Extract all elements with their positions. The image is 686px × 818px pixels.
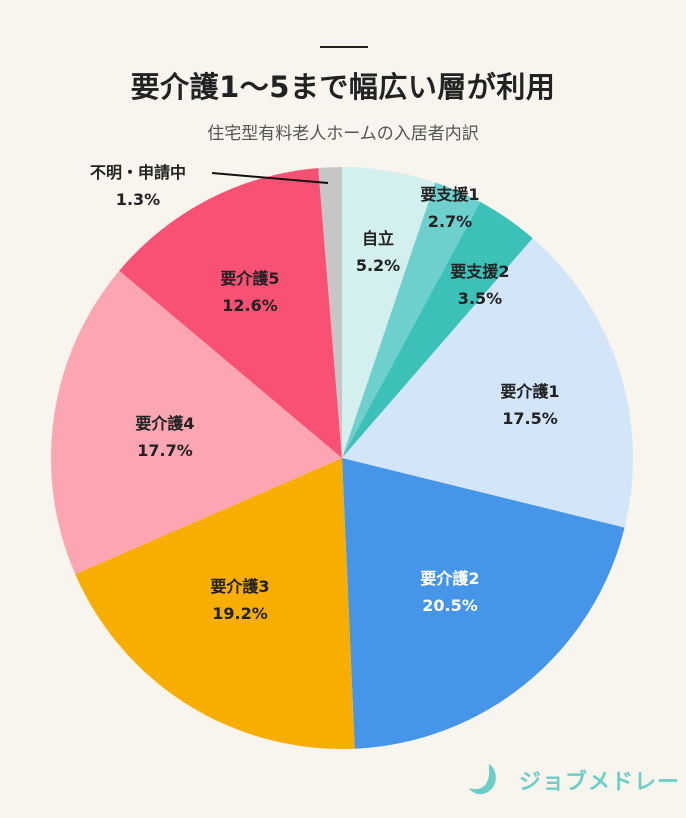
slice-value: 5.2% <box>355 256 401 275</box>
title-rule <box>320 46 368 48</box>
slice-value: 20.5% <box>422 596 478 615</box>
brand-logo: ジョブメドレー <box>465 760 680 800</box>
slice-label-8: 要介護5 12.6% <box>220 265 279 319</box>
slice-name: 要介護3 <box>210 577 270 596</box>
pie-slice-2 <box>342 182 481 458</box>
slice-name: 要介護2 <box>420 569 480 588</box>
slice-label-7: 要介護4 17.7% <box>135 410 194 464</box>
pie-slice-8 <box>119 167 343 458</box>
slice-name: 不明・申請中 <box>89 163 187 182</box>
pie-slice-1 <box>342 167 436 458</box>
pie-slice-3 <box>342 201 533 458</box>
page-title: 要介護1～5まで幅広い層が利用 <box>130 70 556 104</box>
slice-value: 1.3% <box>115 190 161 209</box>
slice-label-2: 要支援1 2.7% <box>420 181 479 235</box>
slice-value: 19.2% <box>212 604 268 623</box>
slice-label-5: 要介護2 20.5% <box>420 565 479 619</box>
pie-slice-6 <box>75 458 355 749</box>
slice-name: 自立 <box>361 229 394 248</box>
pie-slice-7 <box>51 270 342 575</box>
slice-name: 要介護5 <box>220 269 280 288</box>
slice-label-6: 要介護3 19.2% <box>210 573 269 627</box>
pie-slice-9 <box>318 167 342 458</box>
leader-line <box>211 172 329 184</box>
slice-label-1: 自立 5.2% <box>356 225 400 279</box>
logo-text: ジョブメドレー <box>519 770 681 795</box>
logo-mark-icon <box>469 764 496 795</box>
slice-value: 3.5% <box>457 289 503 308</box>
slice-value: 12.6% <box>222 296 278 315</box>
slice-label-4: 要介護1 17.5% <box>500 378 559 432</box>
slice-value: 2.7% <box>427 212 473 231</box>
slice-label-9: 不明・申請中 1.3% <box>90 159 186 213</box>
page-subtitle: 住宅型有料老人ホームの入居者内訳 <box>207 124 479 144</box>
slice-name: 要介護4 <box>135 414 195 433</box>
slice-name: 要支援1 <box>420 185 480 204</box>
slice-value: 17.5% <box>502 409 558 428</box>
slice-value: 17.7% <box>137 441 193 460</box>
slice-label-3: 要支援2 3.5% <box>450 258 509 312</box>
pie-slice-4 <box>342 238 633 528</box>
pie-slice-5 <box>342 458 625 749</box>
slice-name: 要支援2 <box>450 262 510 281</box>
slice-name: 要介護1 <box>500 382 560 401</box>
